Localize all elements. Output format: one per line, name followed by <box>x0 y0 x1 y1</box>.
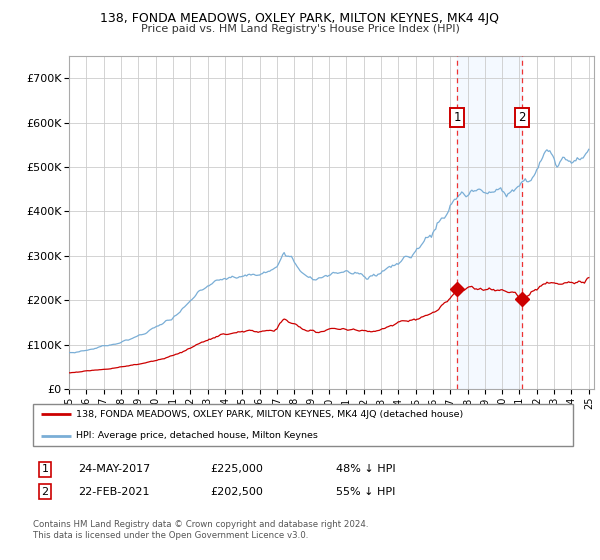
Text: This data is licensed under the Open Government Licence v3.0.: This data is licensed under the Open Gov… <box>33 531 308 540</box>
Text: Price paid vs. HM Land Registry's House Price Index (HPI): Price paid vs. HM Land Registry's House … <box>140 24 460 34</box>
Text: £202,500: £202,500 <box>210 487 263 497</box>
Text: 48% ↓ HPI: 48% ↓ HPI <box>336 464 395 474</box>
Text: 2: 2 <box>518 111 526 124</box>
Text: 1: 1 <box>453 111 461 124</box>
FancyBboxPatch shape <box>33 404 573 446</box>
Text: Contains HM Land Registry data © Crown copyright and database right 2024.: Contains HM Land Registry data © Crown c… <box>33 520 368 529</box>
Text: 138, FONDA MEADOWS, OXLEY PARK, MILTON KEYNES, MK4 4JQ (detached house): 138, FONDA MEADOWS, OXLEY PARK, MILTON K… <box>76 410 464 419</box>
Text: 1: 1 <box>41 464 49 474</box>
Text: 24-MAY-2017: 24-MAY-2017 <box>78 464 150 474</box>
Text: 22-FEB-2021: 22-FEB-2021 <box>78 487 149 497</box>
Text: £225,000: £225,000 <box>210 464 263 474</box>
Text: 2: 2 <box>41 487 49 497</box>
Text: 138, FONDA MEADOWS, OXLEY PARK, MILTON KEYNES, MK4 4JQ: 138, FONDA MEADOWS, OXLEY PARK, MILTON K… <box>101 12 499 25</box>
Text: 55% ↓ HPI: 55% ↓ HPI <box>336 487 395 497</box>
Text: HPI: Average price, detached house, Milton Keynes: HPI: Average price, detached house, Milt… <box>76 431 318 440</box>
Bar <box>457 56 522 389</box>
